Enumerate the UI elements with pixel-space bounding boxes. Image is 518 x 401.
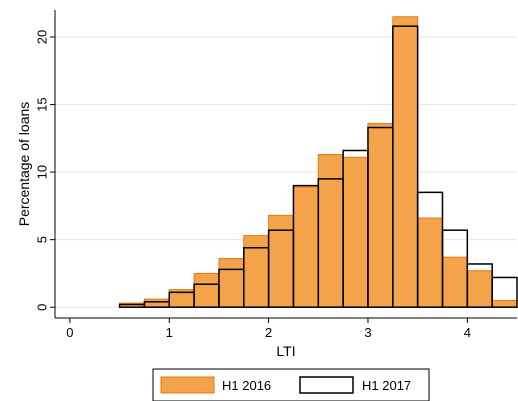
bar-h1-2017-11 <box>392 25 419 308</box>
bar-h1-2016-10 <box>367 122 394 308</box>
x-tick-label-3: 3 <box>364 325 371 340</box>
bar-h1-2016-4 <box>218 258 245 308</box>
axes <box>50 10 517 323</box>
y-tick-label-10: 10 <box>35 165 50 179</box>
x-tick-label-1: 1 <box>166 325 173 340</box>
bar-h1-2016-12 <box>417 217 443 308</box>
bar-h1-2016-11 <box>392 16 419 308</box>
x-tick-label-0: 0 <box>66 325 73 340</box>
bar-h1-2016-13 <box>441 256 468 308</box>
bar-h1-2016-8 <box>317 154 344 308</box>
bar-h1-2016-15 <box>491 299 518 308</box>
y-tick-label-20: 20 <box>35 30 50 44</box>
legend-swatch-h1-2016 <box>160 376 215 394</box>
y-tick-label-5: 5 <box>35 236 50 243</box>
x-tick-label-2: 2 <box>265 325 272 340</box>
bar-h1-2016-7 <box>292 186 319 308</box>
y-axis-title: Percentage of loans <box>16 102 32 227</box>
legend: H1 2016 H1 2017 <box>152 368 430 401</box>
legend-label-h1-2017: H1 2017 <box>362 378 411 393</box>
legend-swatch-h1-2017 <box>299 376 354 394</box>
legend-label-h1-2016: H1 2016 <box>222 378 271 393</box>
y-tick-label-0: 0 <box>35 304 50 311</box>
bar-h1-2017-15 <box>491 276 518 308</box>
bar-h1-2016-14 <box>466 270 493 308</box>
bar-h1-2016-1 <box>143 298 170 308</box>
bar-h1-2016-5 <box>243 235 270 308</box>
y-tick-label-15: 15 <box>35 97 50 111</box>
x-axis-title: LTI <box>276 343 295 359</box>
bar-h1-2016-9 <box>342 156 369 308</box>
tick-labels: 0 5 10 15 20 0 1 2 3 4 <box>35 30 471 340</box>
bar-h1-2016-3 <box>193 272 220 308</box>
bar-h1-2016-6 <box>268 214 294 308</box>
series-h1-2017-bars <box>118 25 518 308</box>
x-tick-label-4: 4 <box>464 325 471 340</box>
